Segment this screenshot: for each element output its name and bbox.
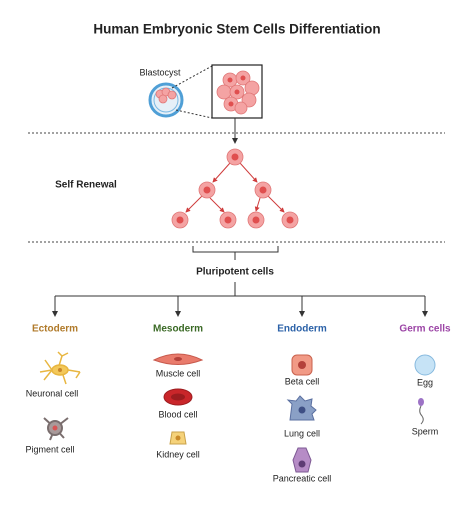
branch-arrows [52, 296, 428, 317]
stage-label: Self Renewal [55, 180, 117, 191]
cell-label: Sperm [412, 426, 439, 436]
cell-label: Pigment cell [25, 444, 74, 454]
blood-icon [163, 388, 193, 406]
cell-label: Neuronal cell [26, 388, 79, 398]
pancreatic-icon [292, 447, 312, 473]
title: Human Embryonic Stem Cells Differentiati… [93, 22, 380, 37]
egg-icon [414, 354, 436, 376]
cell-label: Lung cell [284, 428, 320, 438]
cell-label: Kidney cell [156, 449, 200, 459]
cell-label: Muscle cell [156, 368, 201, 378]
cell-label: Egg [417, 377, 433, 387]
pigment-icon [43, 417, 69, 441]
neuron-icon [39, 351, 81, 385]
beta-icon [291, 354, 313, 376]
group-label: Mesoderm [153, 324, 203, 335]
zoom-line [175, 109, 213, 119]
group-label: Germ cells [399, 324, 451, 335]
muscle-icon [152, 353, 204, 365]
lung-icon [286, 395, 317, 421]
pluripotent-label: Pluripotent cells [196, 267, 274, 278]
cell-label: Beta cell [285, 376, 320, 386]
blastocyst-label: Blastocyst [139, 67, 181, 77]
cell-label: Blood cell [158, 409, 197, 419]
kidney-icon [169, 431, 187, 445]
cell-label: Pancreatic cell [273, 473, 332, 483]
branch-lines [55, 282, 425, 297]
blastocyst [148, 82, 184, 118]
self-renewal-tree [171, 148, 299, 229]
group-label: Endoderm [277, 324, 327, 335]
bracket [192, 246, 279, 260]
inner-cell-mass [216, 70, 260, 115]
sperm-icon [418, 398, 424, 425]
group-label: Ectoderm [32, 324, 78, 335]
